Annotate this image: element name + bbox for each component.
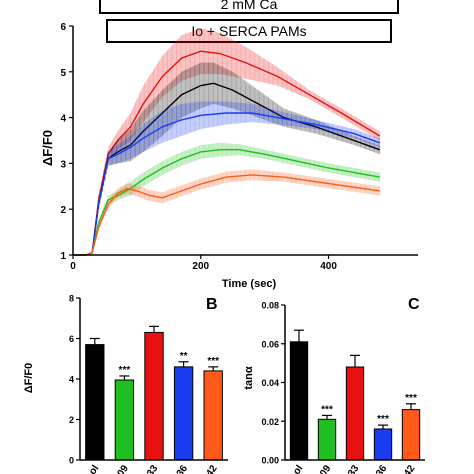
panel-c-bar-33 [345,366,365,461]
panel-c-y-axis-title: tanα [243,366,255,390]
panel-b-y-tick-label: 0 [69,456,74,466]
panel-c-y-tick-label: 0.06 [261,339,279,349]
panel-a-y-tick-label: 2 [60,205,66,216]
panel-b-bar-09 [114,379,135,461]
panel-a-y-tick-label: 3 [60,159,66,170]
panel-c-y-tick-label: 0.08 [261,301,279,311]
panel-c-y-tick-label: 0.02 [261,417,279,427]
panel-c-y-tick-label: 0.00 [261,456,279,466]
panel-b-category-label: ol [87,463,101,474]
panel-a-series-c242 [73,169,381,256]
panel-a-mean-line-c209 [73,148,380,256]
panel-a-x-tick-label: 0 [70,261,76,272]
header-box-bottom: Io + SERCA PAMs [106,19,392,43]
panel-b-bar-33 [144,331,164,461]
panel-a-x-tick-label: 400 [320,261,337,272]
panel-b-letter: B [206,296,218,313]
panel-b-significance-label: *** [119,365,131,376]
panel-b-bar-chart: ol *** 09 33 ** 36 *** 42 0 2 4 6 8 [69,294,228,474]
panel-a-x-tick-label: 200 [192,261,209,272]
panel-b-y-tick-label: 4 [69,375,74,385]
header-box-bottom-label: Io + SERCA PAMs [191,23,306,39]
panel-c-significance-label: *** [377,414,389,425]
panel-c-bar-ol [289,341,309,461]
panel-b-y-tick-label: 8 [69,294,74,304]
panel-c-category-label: ol [291,463,305,474]
panel-c-bar-42 [401,409,421,461]
panel-c-bar-chart: ol *** 09 33 *** 36 *** 42 0.00 0.02 0.04 0.06 0.08 [261,301,425,474]
panel-a-mean-line-c236 [73,112,380,256]
panel-a-y-axis-title: ΔF/F0 [40,130,55,166]
panel-b-significance-label: *** [207,356,219,367]
panel-a-y-tick-label: 6 [60,22,66,33]
panel-c-category-label: 36 [374,463,390,474]
panel-a-y-tick-label: 4 [60,114,66,125]
panel-a-x-axis-title: Time (sec) [222,278,277,290]
panel-a-y-tick-label: 1 [60,251,66,262]
panel-c-y-tick-label: 0.04 [261,378,279,388]
panel-b-bar-36 [173,366,194,461]
panel-a-line-chart: 1 2 3 4 5 6 0 200 400 [60,22,418,272]
panel-c-category-label: 42 [402,463,418,474]
panel-b-y-tick-label: 2 [69,415,74,425]
panel-a-series-c209 [73,142,381,256]
header-box-top-label: 2 mM Ca [221,0,278,12]
panel-a-mean-line-c242 [73,174,380,256]
panel-a-y-tick-label: 5 [60,68,66,79]
panel-b-bar-ol [85,344,105,461]
panel-b-y-axis-title: ΔF/F0 [23,363,35,394]
panel-c-significance-label: *** [405,393,417,404]
panel-b-bar-42 [203,370,223,461]
panel-c-category-label: 33 [346,463,362,474]
panel-b-category-label: 33 [145,463,161,474]
header-box-top: 2 mM Ca [99,0,399,14]
panel-b-category-label: 42 [204,463,220,474]
panel-b-category-label: 36 [175,463,191,474]
panel-c-letter: C [408,296,420,313]
panel-a-series-c236 [73,101,381,256]
panel-b-y-tick-label: 6 [69,334,74,344]
panel-c-category-label: 09 [318,463,334,474]
panel-c-bar-36 [373,428,393,461]
panel-c-significance-label: *** [321,404,333,415]
panel-b-category-label: 09 [115,463,131,474]
panel-c-bar-09 [317,418,337,461]
panel-b-significance-label: ** [180,351,188,362]
